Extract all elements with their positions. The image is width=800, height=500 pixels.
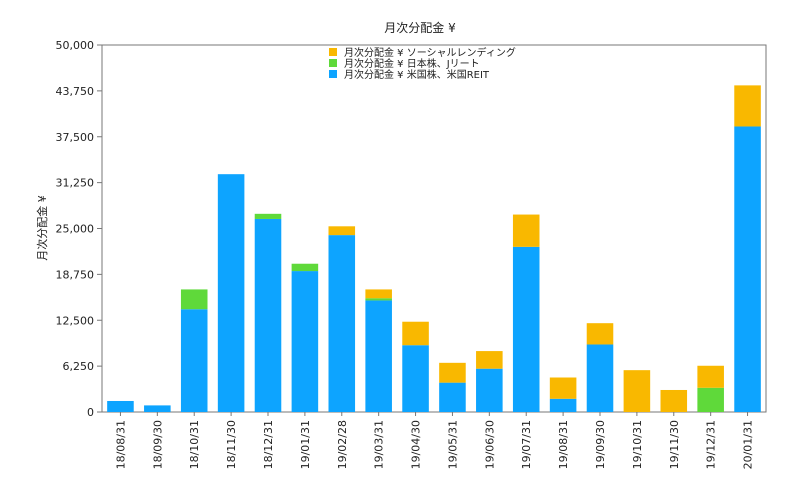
x-tick-label: 19/05/31	[446, 420, 459, 469]
bar-segment	[623, 370, 651, 412]
x-tick-label: 19/09/30	[594, 420, 607, 469]
bar-segment	[549, 398, 577, 412]
x-tick-label: 19/02/28	[336, 420, 349, 469]
bar-segment	[180, 309, 208, 412]
bar-segment	[291, 271, 319, 412]
y-tick-label: 12,500	[56, 314, 95, 327]
legend-label: 月次分配金 ¥ 日本株、Jリート	[344, 57, 480, 70]
legend-label: 月次分配金 ¥ ソーシャルレンディング	[344, 46, 516, 59]
bar-segment	[476, 368, 503, 412]
y-tick-label: 25,000	[56, 223, 95, 236]
x-tick-label: 19/01/31	[299, 420, 312, 469]
x-tick-label: 19/12/31	[705, 420, 718, 469]
x-tick-label: 18/09/30	[151, 420, 164, 469]
x-tick-label: 19/03/31	[373, 420, 386, 469]
bar-segment	[660, 389, 688, 412]
bar-segment	[254, 213, 282, 219]
x-tick-label: 18/08/31	[114, 420, 127, 469]
bar-segment	[439, 382, 466, 412]
bar-segment	[586, 323, 614, 345]
bar-segment	[439, 362, 466, 383]
bar-segment	[549, 377, 577, 399]
bar-segment	[402, 321, 429, 346]
legend-swatch	[329, 70, 337, 78]
y-tick-label: 43,750	[56, 85, 95, 98]
x-tick-label: 19/04/30	[410, 420, 423, 469]
bar-segment	[734, 85, 761, 127]
bar-segment	[365, 300, 392, 412]
x-tick-label: 19/11/30	[668, 420, 681, 469]
legend-swatch	[329, 48, 337, 56]
y-tick-label: 18,750	[56, 268, 95, 281]
bar-segment	[365, 298, 392, 301]
x-tick-label: 18/10/31	[188, 420, 201, 469]
bar-segment	[365, 289, 392, 299]
y-tick-label: 0	[87, 406, 94, 419]
bar-segment	[476, 351, 503, 369]
bar-segment	[512, 246, 540, 412]
y-tick-label: 37,500	[56, 131, 95, 144]
y-tick-label: 31,250	[56, 177, 95, 190]
y-tick-label: 50,000	[56, 39, 95, 52]
legend-swatch	[329, 59, 337, 67]
legend-label: 月次分配金 ¥ 米国株、米国REIT	[344, 68, 490, 81]
bar-segment	[512, 214, 540, 247]
bar-segment	[734, 126, 761, 412]
x-tick-label: 19/10/31	[631, 420, 644, 469]
y-tick-label: 6,250	[63, 360, 95, 373]
bar-segment	[328, 235, 356, 412]
x-tick-label: 19/07/31	[520, 420, 533, 469]
bar-segment	[697, 365, 724, 388]
bar-segment	[144, 405, 171, 412]
plot-area: 0 6,250 12,500 18,750 25,000 31,250 37,500 43,7…	[56, 39, 767, 469]
x-tick-label: 20/01/31	[742, 420, 755, 469]
bar-segment	[328, 226, 356, 236]
bar-segment	[402, 345, 429, 412]
y-axis-label: 月次分配金 ¥	[35, 195, 49, 261]
bar-segment	[697, 387, 724, 412]
bar-segment	[180, 289, 208, 310]
x-tick-label: 18/12/31	[262, 420, 275, 469]
bar-segment	[107, 400, 134, 412]
x-tick-label: 18/11/30	[225, 420, 238, 469]
x-tick-label: 19/08/31	[557, 420, 570, 469]
bar-segment	[586, 344, 614, 412]
bar-segment	[291, 263, 319, 272]
bar-segment	[217, 174, 245, 412]
chart-title: 月次分配金 ¥	[384, 20, 456, 35]
x-tick-label: 19/06/30	[483, 420, 496, 469]
bar-segment	[254, 218, 282, 412]
